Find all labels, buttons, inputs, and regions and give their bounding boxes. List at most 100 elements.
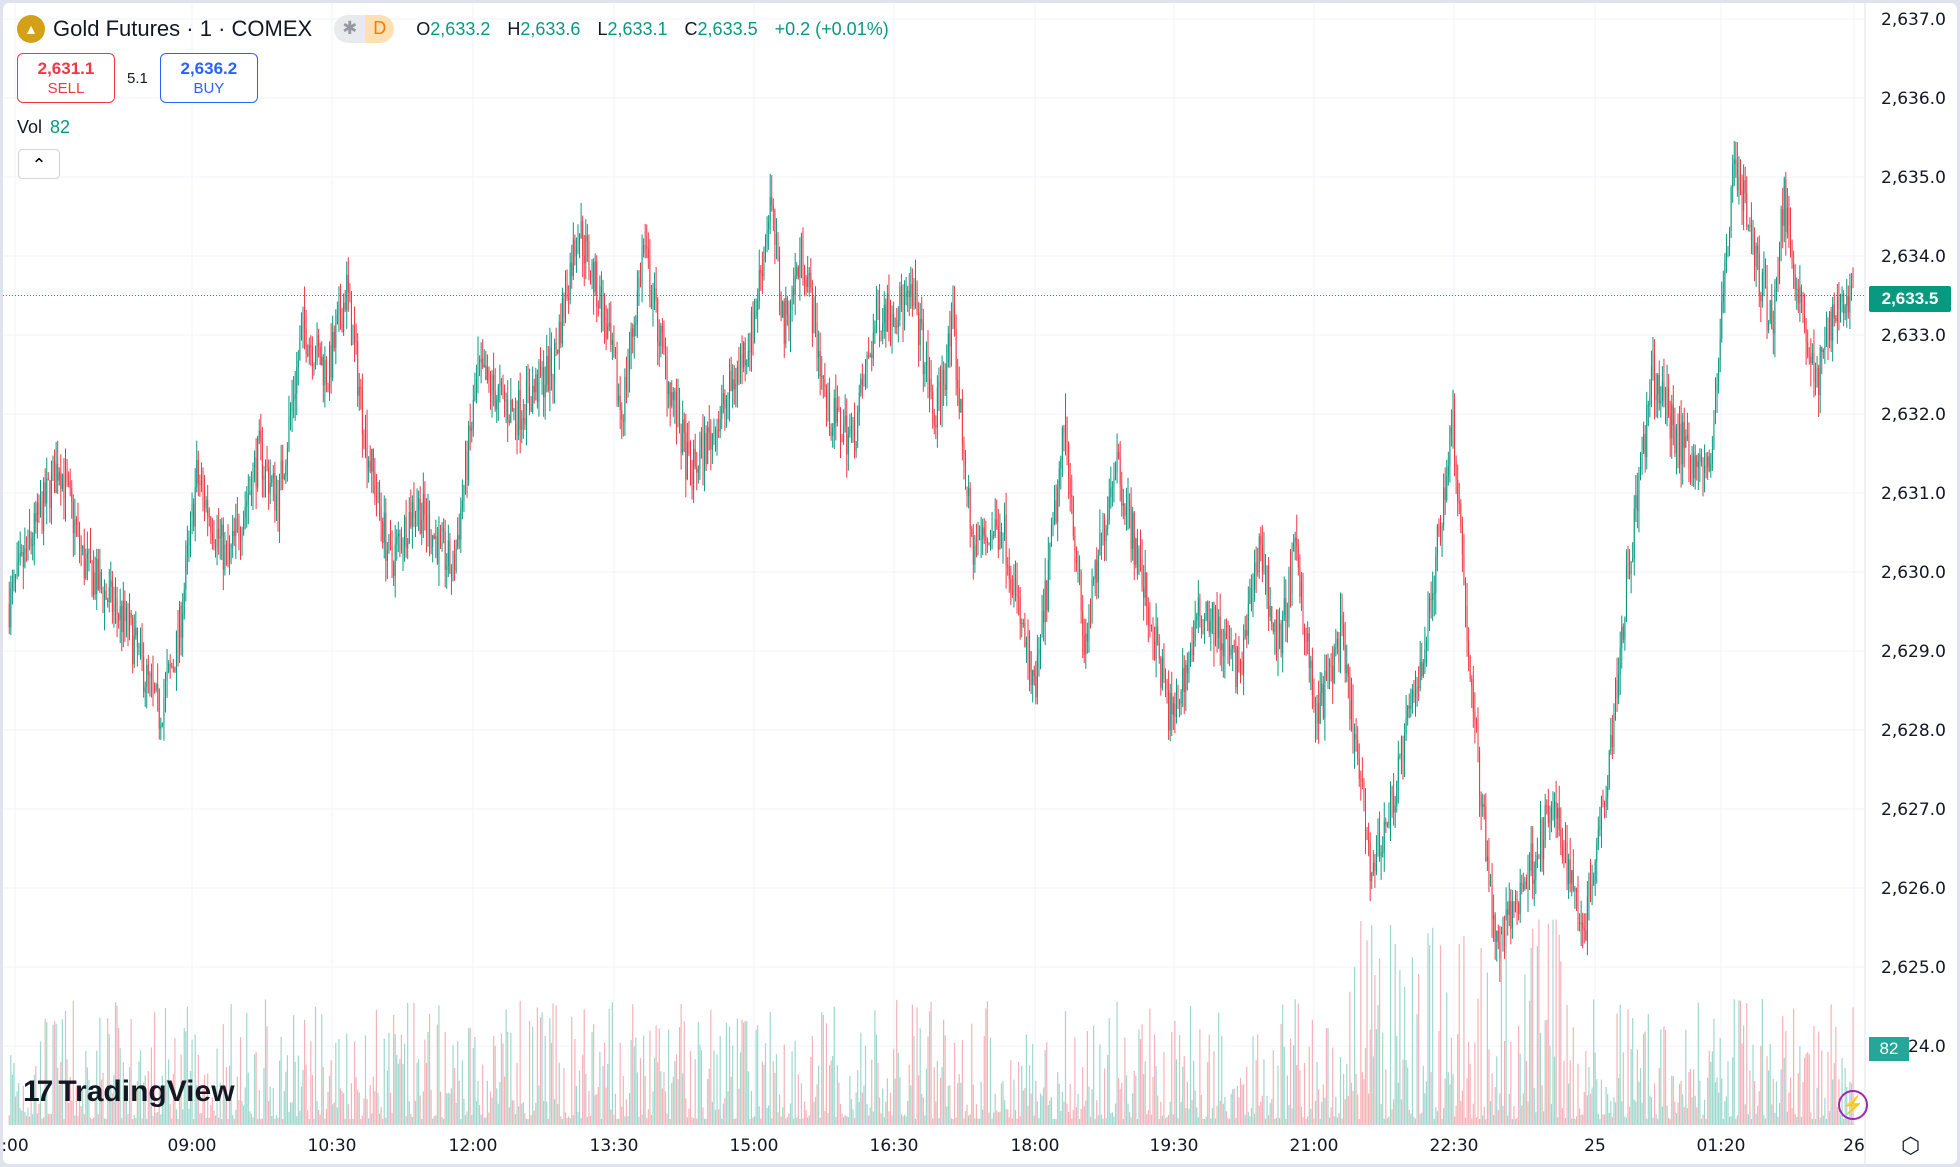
high-label: H xyxy=(507,18,521,39)
candle-body xyxy=(149,673,151,675)
tradingview-logo[interactable]: 17 TradingView xyxy=(23,1075,235,1109)
volume-bar xyxy=(1061,1091,1063,1125)
settings-eye-icon[interactable]: ⬡ xyxy=(1901,1133,1921,1158)
volume-bar xyxy=(611,1002,613,1125)
volume-bar xyxy=(847,1117,849,1125)
candle-body xyxy=(404,517,406,546)
volume-bar xyxy=(1403,986,1406,1125)
candle-body xyxy=(697,469,699,473)
volume-legend[interactable]: Vol 82 xyxy=(17,117,70,138)
sell-button[interactable]: 2,631.1 SELL xyxy=(17,53,115,103)
volume-bar xyxy=(775,1054,778,1125)
candle-body xyxy=(1747,225,1749,227)
candle-body xyxy=(329,344,331,389)
volume-bar xyxy=(1605,1086,1607,1125)
candle-body xyxy=(379,483,381,507)
volume-bar xyxy=(927,1036,929,1125)
volume-bar xyxy=(1707,1077,1709,1125)
candle-body xyxy=(1780,209,1782,242)
volume-bar xyxy=(1074,1037,1076,1125)
volume-bar xyxy=(753,1116,756,1125)
price-chart[interactable] xyxy=(3,3,1957,1164)
time-tick: 12:00 xyxy=(448,1136,498,1156)
volume-bar xyxy=(1503,1040,1506,1125)
volume-bar xyxy=(1039,1093,1042,1125)
volume-bar xyxy=(1721,1078,1723,1125)
candle-body xyxy=(69,481,71,488)
volume-bar xyxy=(1650,1097,1653,1125)
lightning-icon[interactable]: ⚡ xyxy=(1838,1090,1868,1120)
volume-bar xyxy=(1732,1057,1734,1125)
candle-body xyxy=(610,322,612,345)
volume-bar xyxy=(53,1020,56,1125)
volume-bar xyxy=(150,1047,153,1125)
volume-bar xyxy=(55,1023,57,1125)
collapse-legend-button[interactable]: ⌃ xyxy=(18,149,60,179)
volume-bar xyxy=(1153,1034,1156,1125)
candle-body xyxy=(899,286,901,321)
candle-body xyxy=(8,603,10,628)
volume-bar xyxy=(1739,1000,1742,1125)
volume-bar xyxy=(1418,973,1420,1125)
candle-body xyxy=(1463,553,1465,585)
candle-body xyxy=(1211,603,1213,620)
candle-body xyxy=(1010,579,1012,590)
candle-body xyxy=(844,415,846,426)
volume-bar xyxy=(344,1118,346,1125)
candle-body xyxy=(260,430,262,442)
candle-body xyxy=(390,534,391,548)
volume-bar xyxy=(69,1076,71,1125)
candle-body xyxy=(471,427,473,431)
volume-bar xyxy=(205,1117,207,1125)
volume-bar xyxy=(1789,1077,1792,1125)
volume-bar xyxy=(666,1113,668,1125)
candle-body xyxy=(505,399,507,402)
volume-bar xyxy=(1439,945,1442,1125)
volume-bar xyxy=(372,1076,374,1125)
volume-bar xyxy=(28,1116,31,1125)
volume-bar xyxy=(78,1090,81,1125)
candle-body xyxy=(1190,648,1191,654)
candle-body xyxy=(1440,536,1441,542)
candle-body xyxy=(1574,887,1576,891)
volume-bar xyxy=(210,1105,212,1125)
volume-bar xyxy=(119,1048,121,1125)
candle-body xyxy=(675,391,677,427)
candle-body xyxy=(279,474,281,522)
candle-body xyxy=(794,275,796,295)
candle-body xyxy=(372,449,374,473)
volume-bar xyxy=(1463,935,1465,1125)
volume-bar xyxy=(1122,1118,1124,1125)
volume-bar xyxy=(882,1088,884,1125)
buy-button[interactable]: 2,636.2 BUY xyxy=(159,53,258,103)
candle-body xyxy=(866,355,868,366)
candle-body xyxy=(535,374,537,393)
candle-body xyxy=(1169,693,1171,731)
candle-body xyxy=(46,478,48,504)
volume-bar xyxy=(1669,1118,1671,1125)
volume-bar xyxy=(403,1043,406,1125)
volume-bar xyxy=(1025,1034,1028,1125)
volume-bar xyxy=(1674,1101,1676,1125)
volume-bar xyxy=(514,1114,517,1125)
volume-bar xyxy=(577,1112,579,1125)
volume-bar xyxy=(963,1118,965,1125)
candle-body xyxy=(1043,610,1045,623)
candle-body xyxy=(138,645,140,648)
symbol-title[interactable]: Gold Futures · 1 · COMEX xyxy=(53,16,313,41)
candle-body xyxy=(1136,538,1138,574)
candle-body xyxy=(1686,435,1688,438)
session-badge[interactable]: ✱ D xyxy=(334,15,395,43)
volume-bar xyxy=(1258,1105,1260,1125)
volume-bar xyxy=(191,1039,193,1125)
volume-bar xyxy=(282,1119,284,1125)
candle-body xyxy=(255,457,257,488)
time-tick: 15:00 xyxy=(729,1136,779,1156)
candle-body xyxy=(1247,603,1249,636)
volume-bar xyxy=(1132,1093,1134,1125)
volume-bar xyxy=(1519,1053,1521,1125)
candle-body xyxy=(1138,549,1140,574)
volume-bar xyxy=(1060,1110,1062,1125)
candle-body xyxy=(894,326,896,328)
candle-body xyxy=(886,293,888,332)
